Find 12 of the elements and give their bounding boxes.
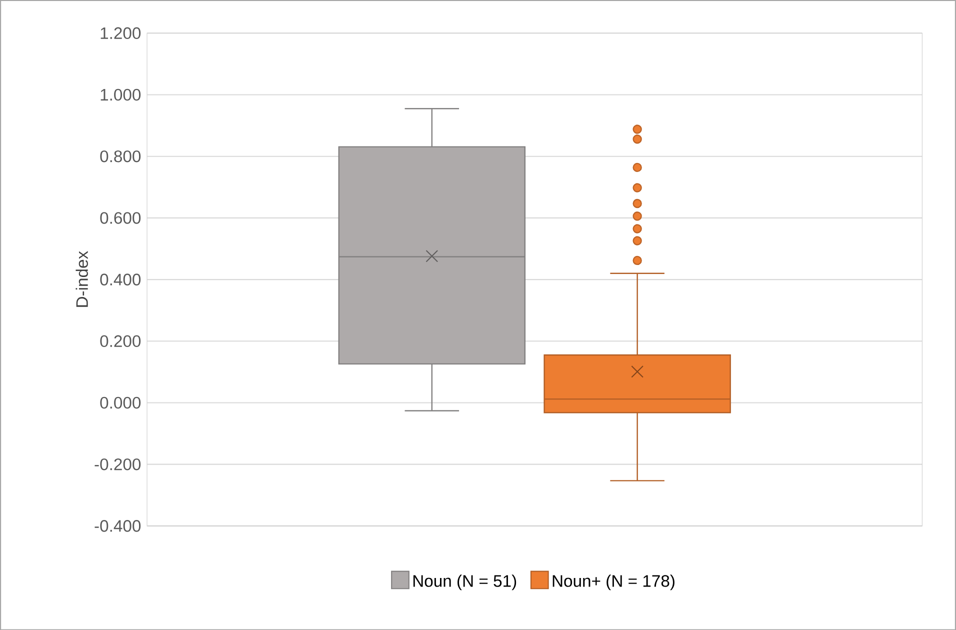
y-tick-label: 0.200 [100, 335, 141, 347]
legend-label: Noun+ (N = 178) [552, 574, 674, 590]
y-tick-label: -0.400 [94, 520, 141, 532]
legend-label: Noun (N = 51) [413, 574, 516, 590]
y-axis-title: D-index [76, 250, 88, 307]
y-tick-label: -0.200 [94, 458, 141, 470]
y-tick-label: 1.200 [100, 27, 141, 39]
y-tick-label: 0.000 [100, 396, 141, 408]
y-tick-label: 0.800 [100, 150, 141, 162]
y-tick-label: 1.000 [100, 88, 141, 100]
y-tick-label: 0.600 [100, 212, 141, 224]
y-tick-label: 0.400 [100, 273, 141, 286]
